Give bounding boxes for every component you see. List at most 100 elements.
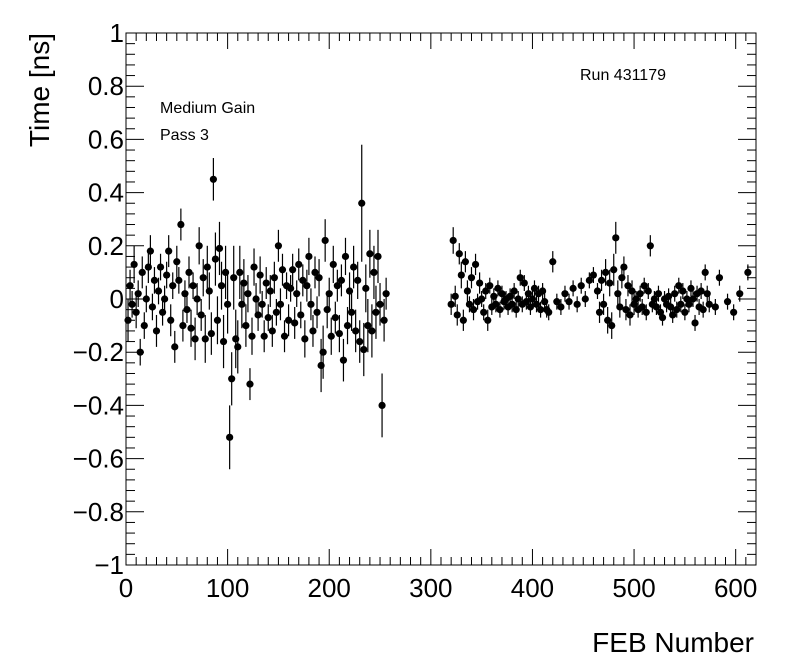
data-point (705, 300, 713, 308)
data-point (463, 287, 472, 295)
data-point (604, 316, 612, 324)
data-point (343, 322, 352, 330)
data-point (528, 295, 537, 303)
gain-label: Medium Gain (160, 100, 255, 117)
data-point (315, 274, 323, 282)
data-point (262, 279, 270, 287)
data-point (612, 234, 620, 242)
data-point (691, 319, 699, 327)
data-point (585, 276, 593, 284)
data-point (138, 268, 146, 276)
data-point (553, 298, 561, 306)
data-point (221, 268, 230, 276)
data-point (211, 255, 220, 263)
data-point (526, 303, 535, 311)
data-point (321, 236, 329, 245)
y-tick-label: −0.8 (73, 497, 124, 527)
data-point (163, 271, 171, 279)
data-point (380, 316, 388, 324)
data-point (134, 290, 142, 298)
data-point (171, 343, 179, 351)
data-point (287, 284, 295, 292)
data-point (207, 329, 215, 338)
data-point (626, 311, 634, 319)
data-point (614, 290, 622, 298)
data-point (642, 308, 650, 316)
data-point (274, 242, 283, 250)
data-point (230, 274, 238, 282)
data-point (366, 250, 374, 258)
y-tick-label: 1 (110, 18, 124, 48)
data-point (715, 274, 724, 282)
data-point (689, 295, 697, 303)
data-point (284, 316, 293, 324)
data-point (305, 252, 313, 261)
data-point (378, 401, 386, 409)
data-point (486, 282, 494, 290)
x-tick-label: 600 (714, 573, 757, 603)
x-tick-label: 100 (206, 573, 249, 603)
y-axis-title: Time [ns] (24, 33, 55, 147)
data-point (323, 306, 331, 314)
plot-frame (125, 32, 757, 566)
data-point (476, 279, 484, 287)
data-point (382, 290, 390, 298)
data-point (677, 300, 685, 308)
data-point (238, 300, 246, 308)
data-point (325, 290, 333, 298)
data-point (520, 279, 528, 287)
data-point (496, 306, 504, 314)
data-point (492, 300, 500, 308)
data-point (561, 290, 569, 298)
data-point (673, 306, 681, 314)
data-point (701, 268, 709, 276)
data-point (224, 300, 232, 308)
data-point (541, 298, 549, 306)
data-point (665, 292, 673, 300)
x-tick-label: 300 (409, 573, 452, 603)
data-point (506, 292, 514, 300)
data-point (205, 287, 213, 295)
data-point (317, 361, 325, 370)
y-tick-label: −0.6 (73, 444, 124, 474)
data-point (360, 345, 368, 354)
data-point (187, 324, 195, 332)
data-point (179, 322, 187, 330)
data-point (681, 308, 689, 316)
data-point (618, 274, 626, 282)
x-axis-title: FEB Number (592, 627, 754, 658)
data-point (217, 282, 226, 290)
data-point (154, 287, 163, 295)
data-point (189, 282, 197, 290)
data-point (268, 327, 276, 335)
data-point (327, 332, 335, 340)
data-point (335, 329, 343, 338)
data-point (301, 335, 309, 343)
data-point (345, 287, 354, 295)
data-point (158, 308, 167, 316)
data-point (356, 337, 364, 346)
data-point (461, 258, 469, 266)
data-point (156, 263, 165, 271)
data-point (165, 247, 173, 255)
data-point (723, 298, 732, 306)
data-point (289, 266, 297, 274)
x-tick-label: 200 (308, 573, 351, 603)
data-point (175, 276, 183, 284)
tick-labels: 0 100 200 300 400 500 600 −1 −0.8 −0.6 −0.4 −0.2 0 0.… (73, 18, 758, 603)
data-point (232, 335, 240, 343)
data-point (457, 271, 465, 279)
data-point (524, 290, 532, 298)
data-point (191, 335, 199, 343)
data-point (228, 375, 236, 383)
data-point (148, 303, 157, 311)
data-point (209, 175, 217, 183)
data-point (679, 287, 687, 295)
data-point (636, 290, 644, 298)
data-point (142, 295, 150, 303)
data-point (128, 300, 136, 308)
data-point (291, 319, 299, 327)
data-point (545, 308, 553, 316)
data-point (465, 300, 474, 308)
